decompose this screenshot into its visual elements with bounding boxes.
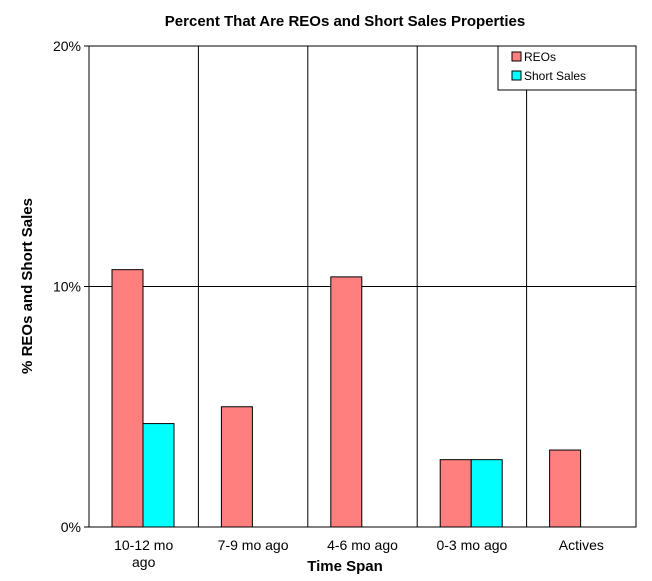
x-axis-label: Time Span [307, 558, 383, 575]
y-tick-labels: 0% 10% 20% [53, 38, 81, 535]
legend: REOs Short Sales [497, 45, 637, 91]
bar-reos-10-12-mo-ago [111, 269, 144, 528]
y-axis-label: % REOs and Short Sales [19, 198, 36, 374]
bar-reos-4-6-mo-ago [330, 276, 363, 528]
bar-short-sales-0-3-mo-ago [470, 459, 503, 528]
y-tick-label: 0% [61, 519, 81, 535]
chart-title: Percent That Are REOs and Short Sales Pr… [165, 13, 525, 30]
bars [111, 269, 582, 528]
x-tick-label-7-9-mo-ago: 7-9 mo ago [218, 537, 289, 553]
bar-reos-0-3-mo-ago [439, 459, 472, 528]
bar-reos-actives [549, 449, 582, 528]
x-tick-label-4-6-mo-ago: 4-6 mo ago [327, 537, 398, 553]
x-tick-label-actives: Actives [559, 537, 604, 553]
legend-label-reos: REOs [524, 50, 556, 64]
y-tick-label: 10% [53, 279, 81, 295]
legend-swatch-short-sales [511, 70, 522, 81]
legend-swatch-reos [511, 51, 522, 62]
bar-short-sales-10-12-mo-ago [142, 423, 175, 528]
legend-label-short-sales: Short Sales [524, 69, 586, 83]
x-tick-labels: 10-12 mo ago 7-9 mo ago 4-6 mo ago 0-3 mo ag… [114, 537, 604, 570]
x-tick-label-0-3-mo-ago: 0-3 mo ago [436, 537, 507, 553]
x-tick-label-10-12-mo-ago: 10-12 mo ago [114, 537, 173, 570]
y-tick-label: 20% [53, 38, 81, 54]
grid-lines [84, 45, 636, 528]
bar-reos-7-9-mo-ago [220, 406, 253, 528]
